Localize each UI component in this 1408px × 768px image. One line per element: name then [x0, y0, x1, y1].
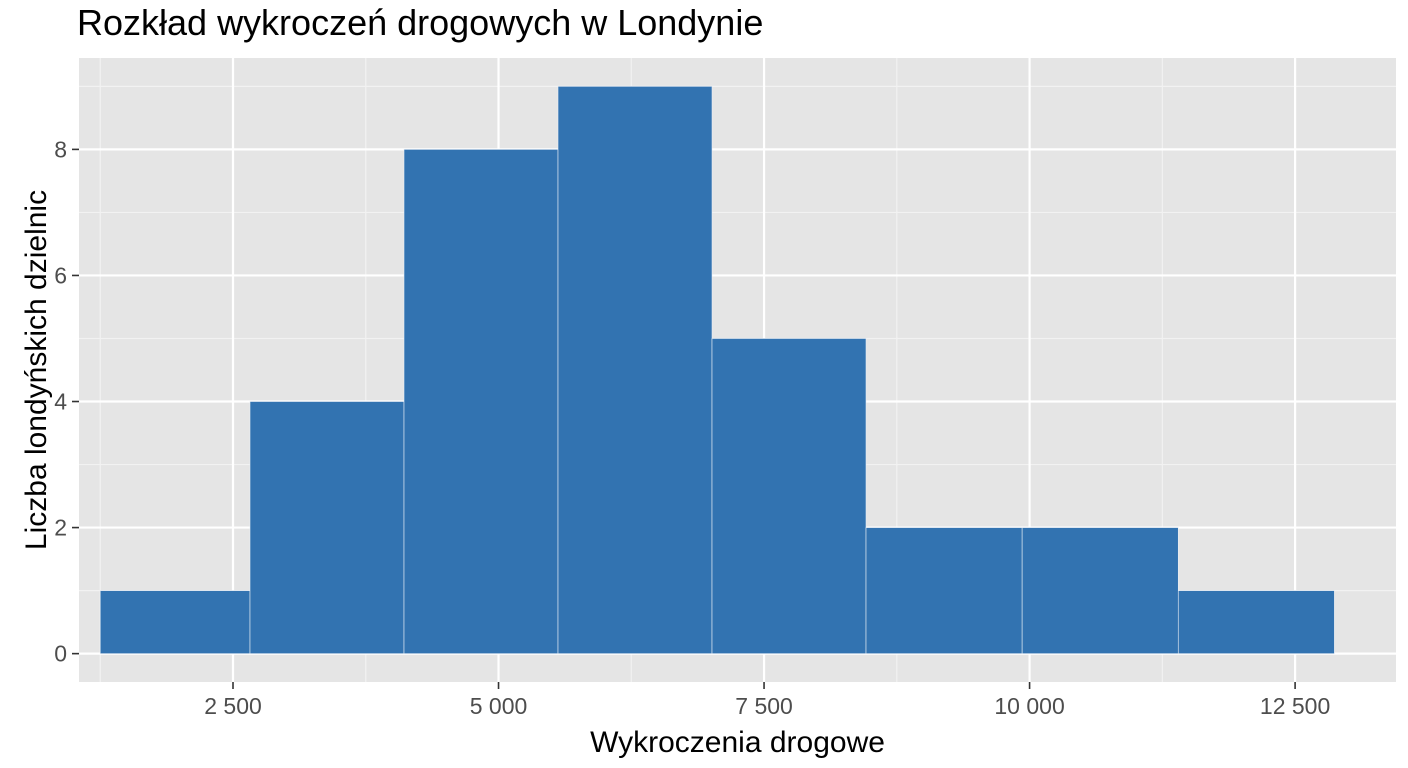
y-tick-label: 8	[54, 136, 67, 162]
x-tick-label: 2 500	[204, 693, 262, 719]
histogram-bar-4	[557, 86, 713, 654]
histogram-bar-3	[403, 149, 559, 654]
histogram-bar-8	[1177, 590, 1335, 654]
x-tick-label: 7 500	[735, 693, 793, 719]
x-tick-label: 12 500	[1260, 693, 1330, 719]
histogram-bar-5	[711, 338, 867, 654]
y-axis-title: Liczba londyńskich dzielnic	[20, 190, 53, 550]
chart-title: Rozkład wykroczeń drogowych w Londynie	[77, 2, 764, 43]
x-axis: 2 500 5 000 7 500 10 000 12 500	[204, 682, 1330, 719]
x-tick-label: 5 000	[470, 693, 528, 719]
y-tick-label: 2	[54, 515, 67, 541]
y-tick-label: 6	[54, 262, 67, 288]
histogram-bar-6	[865, 527, 1023, 654]
x-axis-title: Wykroczenia drogowe	[590, 726, 885, 759]
y-axis: 0 2 4 6 8	[54, 136, 79, 667]
x-tick-label: 10 000	[994, 693, 1064, 719]
histogram-bar-2	[249, 401, 405, 654]
histogram-bars	[99, 86, 1335, 654]
y-tick-label: 4	[54, 389, 67, 415]
histogram-bar-1	[99, 590, 251, 654]
y-tick-label: 0	[54, 641, 67, 667]
histogram-bar-7	[1021, 527, 1179, 654]
